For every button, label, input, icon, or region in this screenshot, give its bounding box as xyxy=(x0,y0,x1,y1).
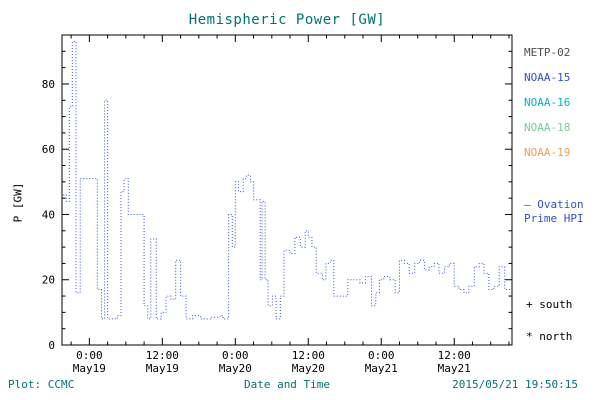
x-axis-label: Date and Time xyxy=(243,378,331,391)
y-tick-label: 0 xyxy=(48,339,55,352)
x-tick-date-label: May20 xyxy=(292,362,325,375)
x-tick-time-label: 0:00 xyxy=(76,349,103,362)
legend-item-noaa-18: NOAA-18 xyxy=(524,121,571,134)
legend-item-noaa-16: NOAA-16 xyxy=(524,96,571,109)
x-tick-date-label: May20 xyxy=(219,362,252,375)
legend-item-noaa-15: NOAA-15 xyxy=(524,71,571,84)
plot-border xyxy=(61,34,513,346)
chart-title: Hemispheric Power [GW] xyxy=(188,12,386,28)
x-tick-time-label: 0:00 xyxy=(222,349,249,362)
plot-timestamp: 2015/05/21 19:50:15 xyxy=(452,378,578,391)
south-marker-label: + south xyxy=(526,298,573,311)
x-tick-time-label: 12:00 xyxy=(146,349,179,362)
y-tick-label: 60 xyxy=(42,143,55,156)
plot-source-label: Plot: CCMC xyxy=(8,378,75,391)
x-tick-time-label: 0:00 xyxy=(368,349,395,362)
y-tick-label: 80 xyxy=(42,78,55,91)
x-tick-date-label: May21 xyxy=(365,362,398,375)
y-tick-label: 40 xyxy=(42,208,55,221)
y-tick-label: 20 xyxy=(42,274,55,287)
x-tick-date-label: May19 xyxy=(146,362,179,375)
ovation-annotation-line2: Prime HPI xyxy=(524,212,584,225)
x-tick-time-label: 12:00 xyxy=(292,349,325,362)
x-tick-date-label: May19 xyxy=(73,362,106,375)
x-tick-time-label: 12:00 xyxy=(438,349,471,362)
ovation-annotation: – Ovation Prime HPI xyxy=(524,198,584,226)
satellite-legend: METP-02 NOAA-15 NOAA-16 NOAA-18 NOAA-19 xyxy=(524,40,570,165)
x-tick-date-label: May21 xyxy=(438,362,471,375)
ovation-annotation-line1: – Ovation xyxy=(524,198,584,211)
legend-item-metp-02: METP-02 xyxy=(524,46,571,59)
north-marker-label: * north xyxy=(526,330,573,343)
hpi-step-line xyxy=(63,41,511,320)
legend-item-noaa-19: NOAA-19 xyxy=(524,146,571,159)
